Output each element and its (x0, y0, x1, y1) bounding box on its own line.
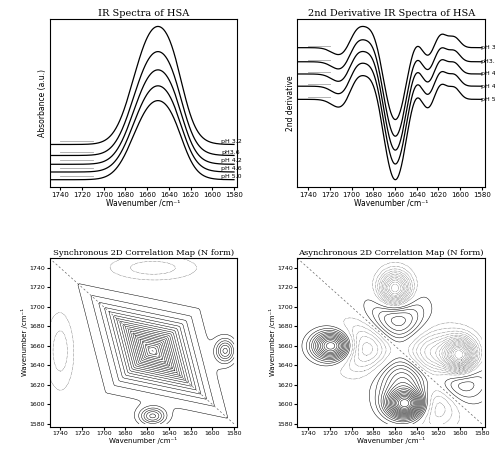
Y-axis label: Wavenumber /cm⁻¹: Wavenumber /cm⁻¹ (21, 309, 28, 377)
Text: pH 4.2: pH 4.2 (481, 71, 495, 76)
Text: pH3.6: pH3.6 (481, 59, 495, 64)
Y-axis label: 2nd derivative: 2nd derivative (286, 75, 295, 131)
Text: pH 4.6: pH 4.6 (221, 166, 242, 171)
Text: pH3.6: pH3.6 (221, 150, 240, 155)
Text: pH 4.2: pH 4.2 (221, 159, 242, 163)
Text: pH 3.2: pH 3.2 (221, 138, 242, 144)
Text: pH 3.2: pH 3.2 (481, 45, 495, 50)
X-axis label: Wavenumber /cm⁻¹: Wavenumber /cm⁻¹ (106, 199, 181, 208)
Title: Synchronous 2D Correlation Map (N form): Synchronous 2D Correlation Map (N form) (53, 250, 234, 257)
Title: 2nd Derivative IR Spectra of HSA: 2nd Derivative IR Spectra of HSA (307, 9, 475, 18)
Text: pH 4.6: pH 4.6 (481, 83, 495, 89)
Y-axis label: Wavenumber /cm⁻¹: Wavenumber /cm⁻¹ (269, 309, 276, 377)
Y-axis label: Absorbance (a.u.): Absorbance (a.u.) (38, 69, 47, 137)
Text: pH 5.0: pH 5.0 (221, 174, 242, 179)
Text: pH 5.0: pH 5.0 (481, 97, 495, 102)
X-axis label: Wavenumber /cm⁻¹: Wavenumber /cm⁻¹ (109, 438, 177, 444)
Title: Asynchronous 2D Correlation Map (N form): Asynchronous 2D Correlation Map (N form) (298, 250, 484, 257)
X-axis label: Wavenumber /cm⁻¹: Wavenumber /cm⁻¹ (354, 199, 428, 208)
X-axis label: Wavenumber /cm⁻¹: Wavenumber /cm⁻¹ (357, 438, 425, 444)
Title: IR Spectra of HSA: IR Spectra of HSA (98, 9, 189, 18)
